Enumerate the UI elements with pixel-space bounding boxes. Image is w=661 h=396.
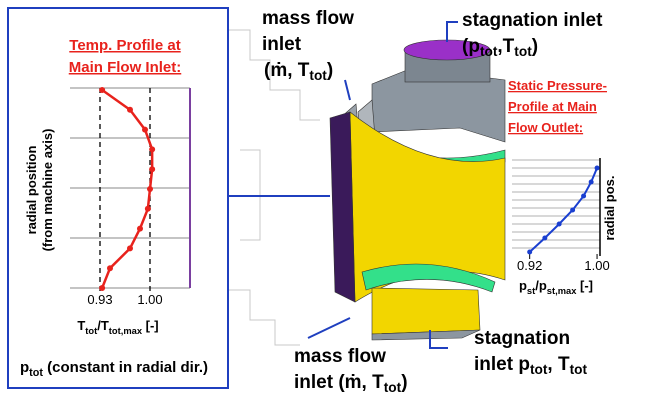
y-axis-label: radial pos. — [602, 175, 617, 240]
text-part: , T — [547, 354, 570, 375]
text-part: /p — [535, 278, 547, 293]
panel-title: Main Flow Inlet: — [69, 59, 182, 76]
text-part: inlet p — [474, 354, 530, 375]
geometry — [330, 40, 505, 340]
panel-title: Static Pressure- — [508, 78, 607, 93]
profile-point — [147, 186, 153, 192]
x-tick-label: 1.00 — [137, 292, 162, 307]
text-part: inlet (ṁ, T — [294, 372, 384, 393]
subscript: tot — [85, 326, 97, 336]
label-line: stagnation — [474, 328, 570, 349]
y-axis-label: (from machine axis) — [40, 129, 55, 252]
profile-point — [145, 206, 151, 212]
text-part: [-] — [576, 278, 593, 293]
profile-line — [530, 168, 597, 252]
text-part: ) — [532, 36, 538, 57]
profile-point — [107, 265, 113, 271]
x-axis-label: pst/pst,max [-] — [519, 278, 593, 296]
subscript: tot — [309, 68, 327, 83]
profile-point — [127, 245, 133, 251]
figure: Temp. Profile at Main Flow Inlet: 0.93 1.00… — [0, 0, 661, 396]
subscript: tot,max — [109, 326, 143, 336]
subscript: tot — [514, 44, 532, 59]
text-part: p — [20, 359, 29, 376]
text-part: ) — [401, 372, 407, 393]
profile-point — [527, 250, 532, 255]
label-line: inlet — [262, 34, 302, 55]
text-part: (ṁ, T — [264, 60, 310, 81]
subscript: tot — [29, 367, 43, 379]
subscript: tot — [530, 362, 548, 377]
profile-point — [557, 222, 562, 227]
subscript: st,max — [547, 286, 577, 296]
x-tick-label: 1.00 — [584, 258, 609, 273]
profile-point — [595, 166, 600, 171]
subscript: tot — [384, 380, 402, 395]
text-part: p — [519, 278, 527, 293]
panel-title: Temp. Profile at — [69, 37, 180, 54]
text-part: (p — [462, 36, 480, 57]
subscript: tot — [570, 362, 588, 377]
subscript: tot — [480, 44, 498, 59]
text-part: ,T — [497, 36, 514, 57]
note: ptot (constant in radial dir.) — [20, 359, 208, 379]
x-axis-label: Ttot/Ttot,max [-] — [77, 318, 158, 336]
profile-line — [102, 90, 152, 288]
profile-point — [542, 236, 547, 241]
text-part: [-] — [142, 318, 159, 333]
x-tick-label: 0.92 — [517, 258, 542, 273]
y-axis-label: radial position — [24, 146, 39, 235]
label-formula: inlet ptot, Ttot — [474, 354, 587, 377]
text-part: (constant in radial dir.) — [43, 359, 208, 376]
profile-point — [127, 107, 133, 113]
label-formula: (ṁ, Ttot) — [264, 60, 333, 83]
profile-point — [149, 146, 155, 152]
profile-point — [581, 194, 586, 199]
profile-point — [99, 285, 105, 291]
label-formula: inlet (ṁ, Ttot) — [294, 372, 408, 395]
profile-point — [570, 208, 575, 213]
subscript: st — [527, 286, 535, 296]
x-tick-label: 0.93 — [87, 292, 112, 307]
text-part: ) — [327, 60, 333, 81]
profile-point — [137, 226, 143, 232]
panel-title: Flow Outlet: — [508, 120, 583, 135]
label-line: mass flow — [294, 346, 386, 367]
label-line: stagnation inlet — [462, 10, 603, 31]
label-formula: (ptot,Ttot) — [462, 36, 538, 59]
text-part: T — [77, 318, 85, 333]
text-part: /T — [97, 318, 109, 333]
profile-point — [149, 166, 155, 172]
profile-point — [589, 180, 594, 185]
label-line: mass flow — [262, 8, 354, 29]
panel-title: Profile at Main — [508, 99, 597, 114]
profile-point — [142, 127, 148, 133]
profile-point — [99, 87, 105, 93]
